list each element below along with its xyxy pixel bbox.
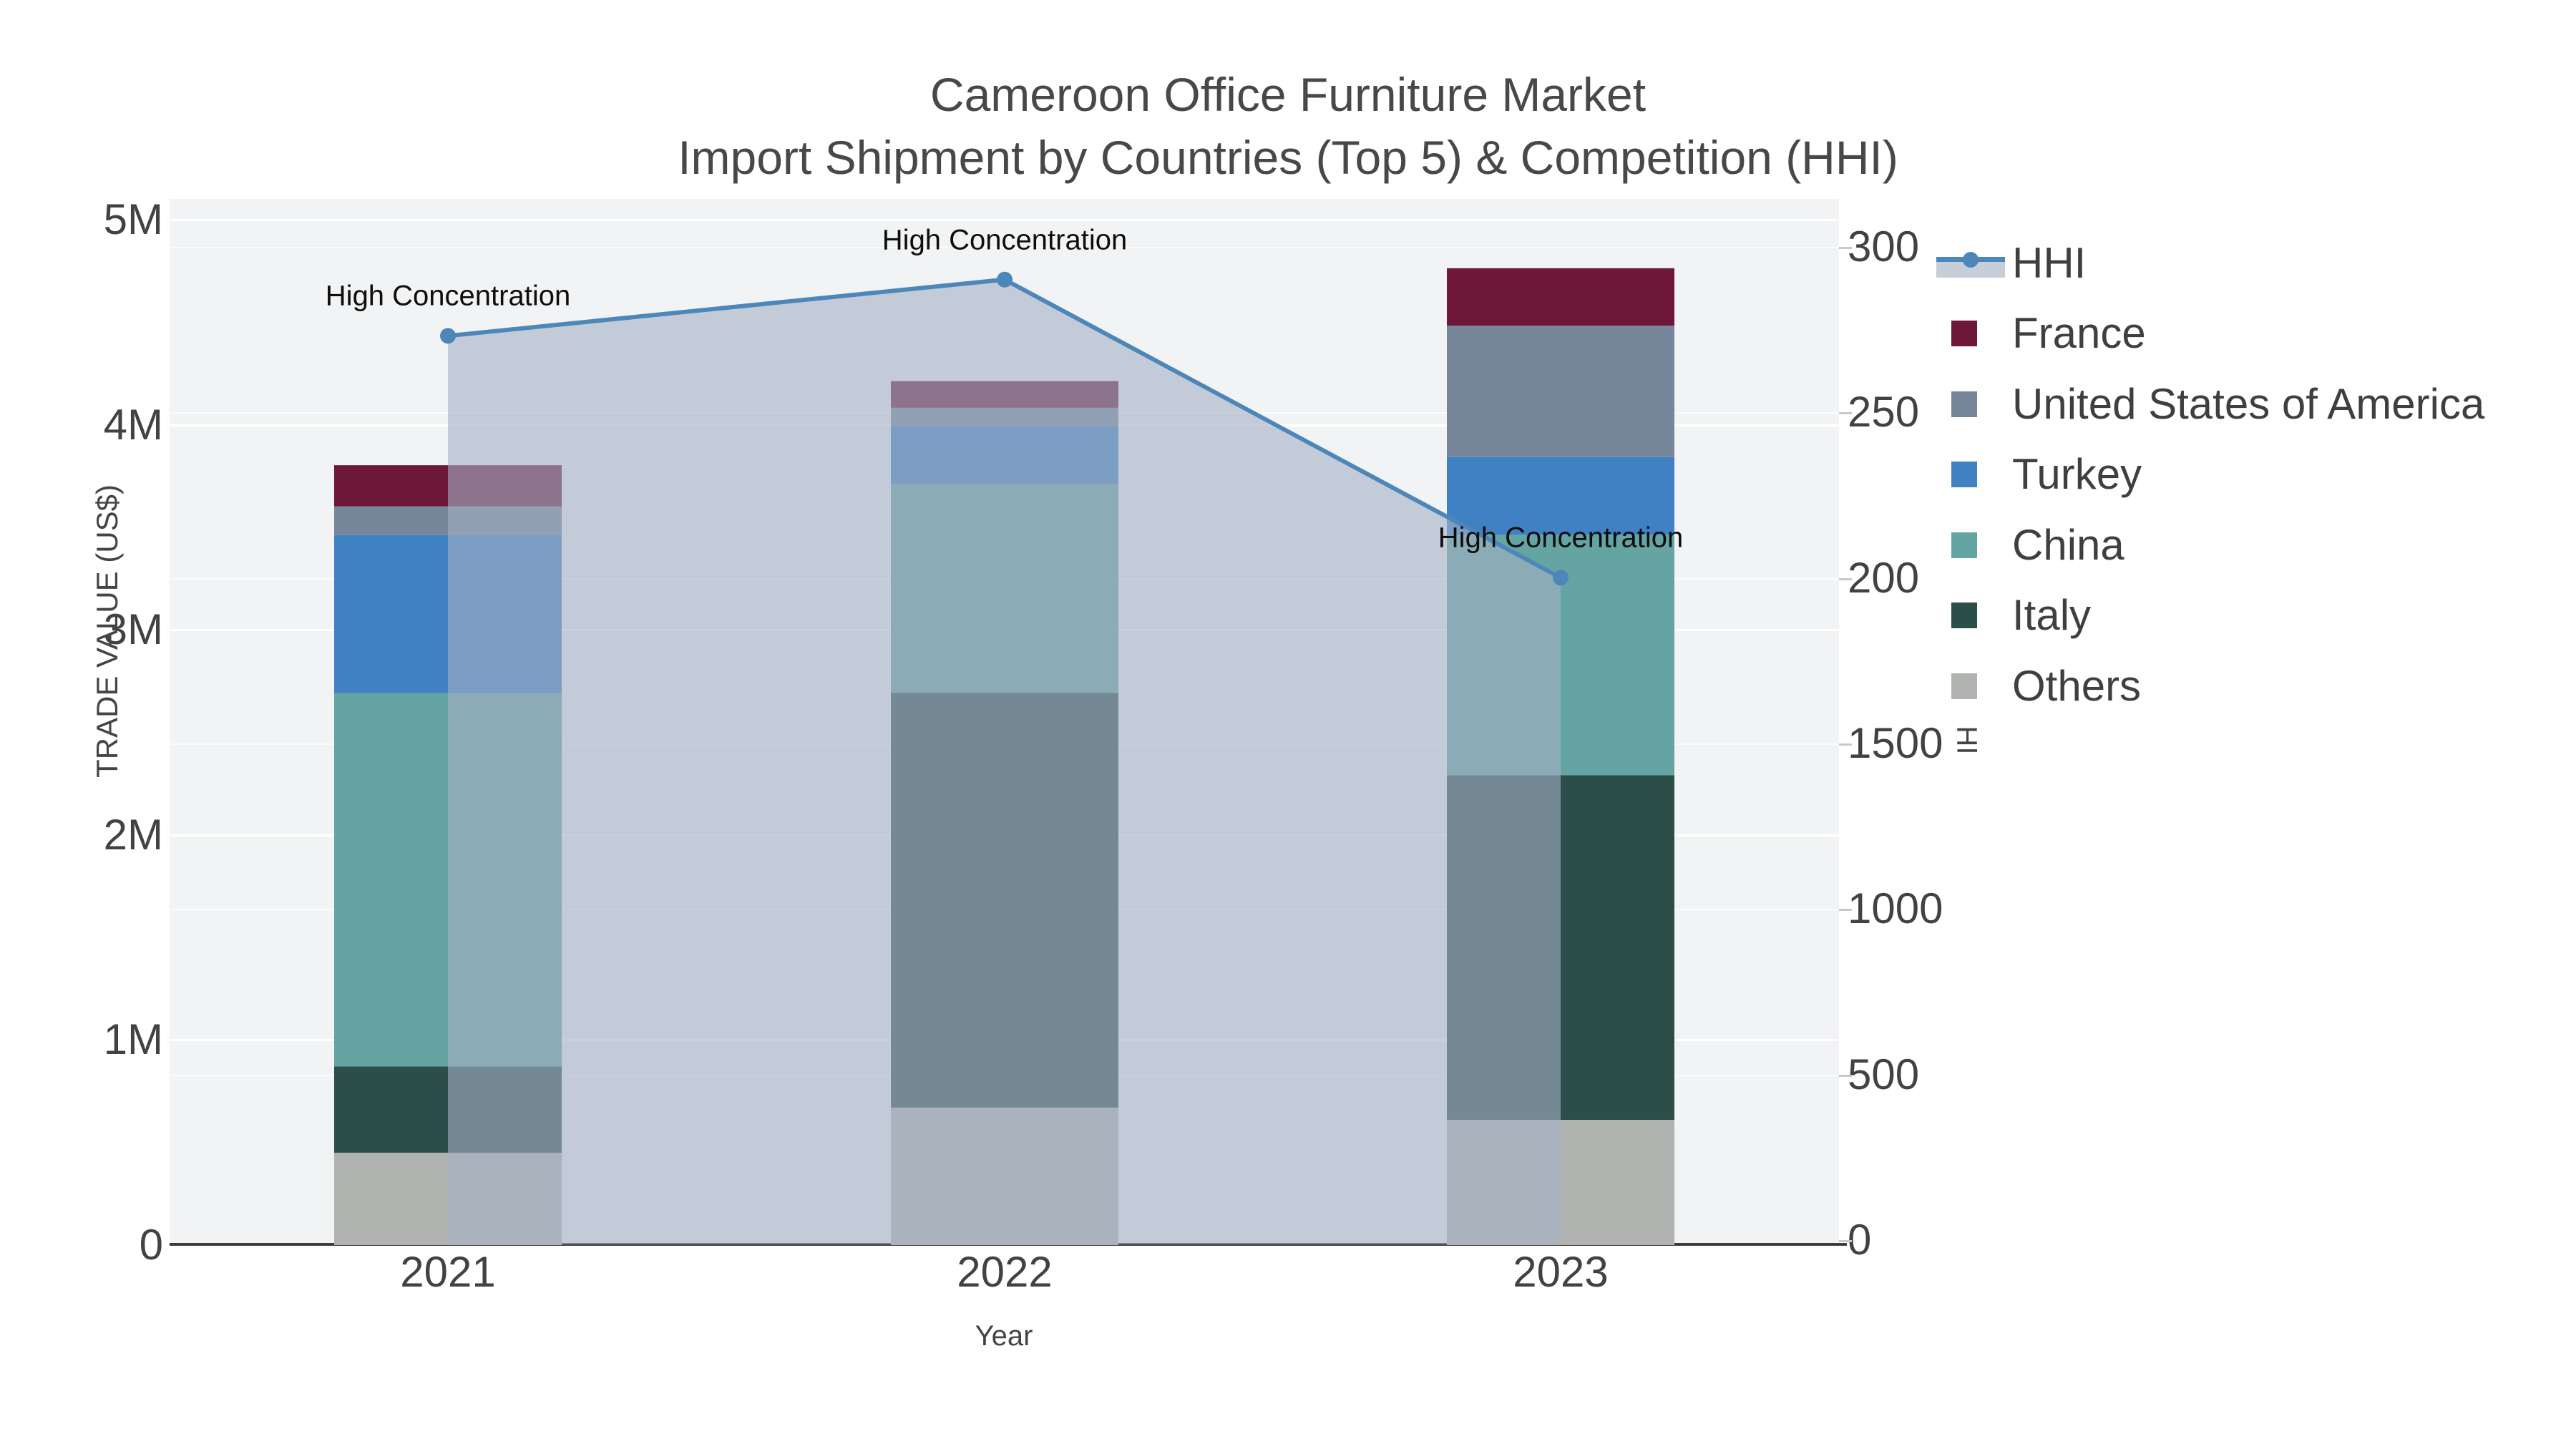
y-right-tick-1500: 1500 bbox=[1848, 719, 1943, 767]
y-left-tick-1M: 1M bbox=[103, 1015, 163, 1063]
y-left-tick-2M: 2M bbox=[103, 811, 163, 859]
legend-label: Italy bbox=[2012, 591, 2092, 639]
chart-title-line2: Import Shipment by Countries (Top 5) & C… bbox=[678, 131, 1898, 184]
hhi-marker-swatch bbox=[1963, 252, 1979, 268]
x-tick-2022: 2022 bbox=[957, 1248, 1053, 1296]
gridline-left-0 bbox=[170, 219, 1839, 221]
bar-segment-turkey-2023[interactable] bbox=[1447, 457, 1674, 535]
legend-item-italy[interactable]: Italy bbox=[1932, 590, 2576, 641]
legend-item-france[interactable]: France bbox=[1932, 308, 2576, 359]
legend-item-turkey[interactable]: Turkey bbox=[1932, 449, 2576, 500]
y-right-tick-300: 300 bbox=[1848, 223, 1920, 270]
legend-swatch-italy bbox=[1951, 602, 1977, 628]
y-right-tick-250: 250 bbox=[1848, 388, 1920, 436]
legend-swatch-china bbox=[1951, 532, 1977, 558]
chart-title-line1: Cameroon Office Furniture Market bbox=[930, 68, 1646, 121]
y-right-tick-200: 200 bbox=[1848, 554, 1920, 602]
hhi-marker-2021[interactable] bbox=[440, 328, 456, 344]
legend-swatch-others bbox=[1951, 673, 1977, 699]
hhi-legend-glyph bbox=[1936, 246, 2005, 280]
annotation-high-concentration-2023: High Concentration bbox=[1438, 522, 1684, 554]
legend-item-united-states-of-america[interactable]: United States of America bbox=[1932, 379, 2576, 430]
y-left-tick-3M: 3M bbox=[103, 605, 163, 653]
y-right-tickmark-1 bbox=[1839, 412, 1852, 414]
y-left-tick-4M: 4M bbox=[103, 401, 163, 449]
legend-swatch-turkey bbox=[1951, 462, 1977, 487]
y-right-tickmark-5 bbox=[1839, 1075, 1852, 1077]
legend-label: France bbox=[2012, 309, 2146, 357]
annotation-high-concentration-2022: High Concentration bbox=[882, 224, 1128, 256]
y-left-tick-5M: 5M bbox=[103, 195, 163, 243]
y-right-tick-500: 500 bbox=[1848, 1050, 1920, 1098]
gridline-right-0 bbox=[170, 247, 1839, 248]
legend-label: China bbox=[2012, 521, 2124, 569]
legend-item-others[interactable]: Others bbox=[1932, 660, 2576, 712]
annotation-high-concentration-2021: High Concentration bbox=[325, 280, 571, 312]
y-right-tickmark-0 bbox=[1839, 247, 1852, 249]
y-right-tickmark-6 bbox=[1839, 1240, 1852, 1242]
y-right-tickmark-3 bbox=[1839, 743, 1852, 746]
x-axis-title: Year bbox=[975, 1320, 1033, 1352]
legend-item-china[interactable]: China bbox=[1932, 519, 2576, 571]
y-right-tick-1000: 1000 bbox=[1848, 884, 1943, 932]
x-tick-2023: 2023 bbox=[1513, 1248, 1609, 1296]
y-right-tickmark-2 bbox=[1839, 578, 1852, 580]
legend-item-hhi[interactable]: HHI bbox=[1932, 238, 2576, 289]
bar-segment-france-2023[interactable] bbox=[1447, 268, 1674, 326]
legend-swatch-united-states-of-america bbox=[1951, 391, 1977, 417]
y-right-tick-0: 0 bbox=[1848, 1216, 1872, 1264]
x-tick-2021: 2021 bbox=[400, 1248, 496, 1296]
hhi-marker-2023[interactable] bbox=[1553, 570, 1568, 586]
legend-label: HHI bbox=[2012, 239, 2087, 287]
y-left-tick-0: 0 bbox=[139, 1221, 163, 1269]
legend: HHI France United States of America Turkey C… bbox=[1932, 230, 2576, 724]
legend-label: Turkey bbox=[2012, 450, 2142, 498]
legend-label: Others bbox=[2012, 662, 2142, 710]
y-right-tickmark-4 bbox=[1839, 909, 1852, 911]
hhi-area-fill bbox=[448, 279, 1561, 1244]
bar-segment-united-states-of-america-2023[interactable] bbox=[1447, 326, 1674, 457]
legend-swatch-france bbox=[1951, 321, 1977, 346]
legend-label: United States of America bbox=[2012, 380, 2485, 428]
hhi-marker-2022[interactable] bbox=[997, 271, 1013, 288]
